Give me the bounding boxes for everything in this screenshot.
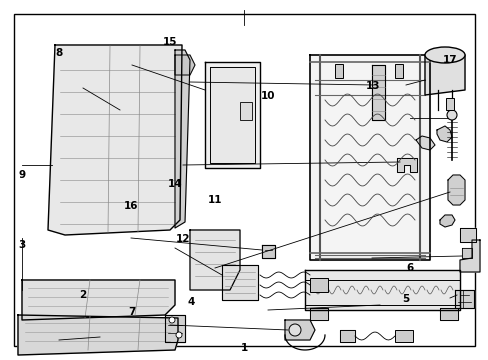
Polygon shape (48, 45, 182, 235)
Bar (334, 64, 342, 78)
Bar (394, 330, 412, 342)
Polygon shape (424, 55, 464, 95)
Polygon shape (18, 315, 178, 355)
Polygon shape (396, 158, 416, 172)
Bar (445, 98, 453, 110)
Text: 5: 5 (402, 294, 408, 304)
Polygon shape (22, 280, 175, 320)
Bar (309, 278, 327, 292)
Circle shape (176, 332, 182, 338)
Polygon shape (175, 50, 190, 228)
Text: 8: 8 (55, 48, 62, 58)
Polygon shape (439, 215, 454, 227)
Polygon shape (309, 308, 327, 320)
Text: 16: 16 (123, 201, 138, 211)
Polygon shape (309, 55, 429, 260)
Polygon shape (439, 308, 457, 320)
Text: 1: 1 (241, 343, 247, 354)
Polygon shape (454, 290, 473, 308)
Circle shape (169, 317, 175, 323)
Bar (394, 64, 402, 78)
Text: 15: 15 (163, 37, 177, 48)
Text: 14: 14 (167, 179, 182, 189)
Text: 4: 4 (186, 297, 194, 307)
Text: 17: 17 (442, 55, 456, 66)
Polygon shape (305, 270, 459, 310)
Bar (240, 102, 251, 120)
Polygon shape (285, 320, 314, 340)
Text: 13: 13 (365, 81, 379, 91)
Polygon shape (461, 248, 471, 258)
Polygon shape (190, 230, 240, 290)
Polygon shape (209, 67, 254, 163)
Polygon shape (447, 175, 464, 205)
Polygon shape (175, 55, 195, 75)
Polygon shape (262, 245, 274, 258)
Polygon shape (436, 126, 451, 142)
Polygon shape (164, 315, 184, 342)
Polygon shape (459, 240, 479, 272)
Text: 11: 11 (207, 195, 222, 205)
Polygon shape (204, 62, 260, 168)
Ellipse shape (424, 47, 464, 63)
Text: 2: 2 (80, 290, 86, 300)
Polygon shape (371, 65, 384, 120)
Text: 7: 7 (128, 307, 136, 318)
Text: 3: 3 (19, 240, 25, 250)
Text: 9: 9 (19, 170, 25, 180)
Text: 12: 12 (176, 234, 190, 244)
Circle shape (446, 110, 456, 120)
Text: 6: 6 (406, 263, 412, 273)
Circle shape (288, 324, 301, 336)
Polygon shape (339, 330, 354, 342)
Polygon shape (222, 265, 258, 300)
Polygon shape (459, 228, 475, 242)
Polygon shape (415, 136, 434, 150)
Text: 10: 10 (260, 91, 275, 102)
